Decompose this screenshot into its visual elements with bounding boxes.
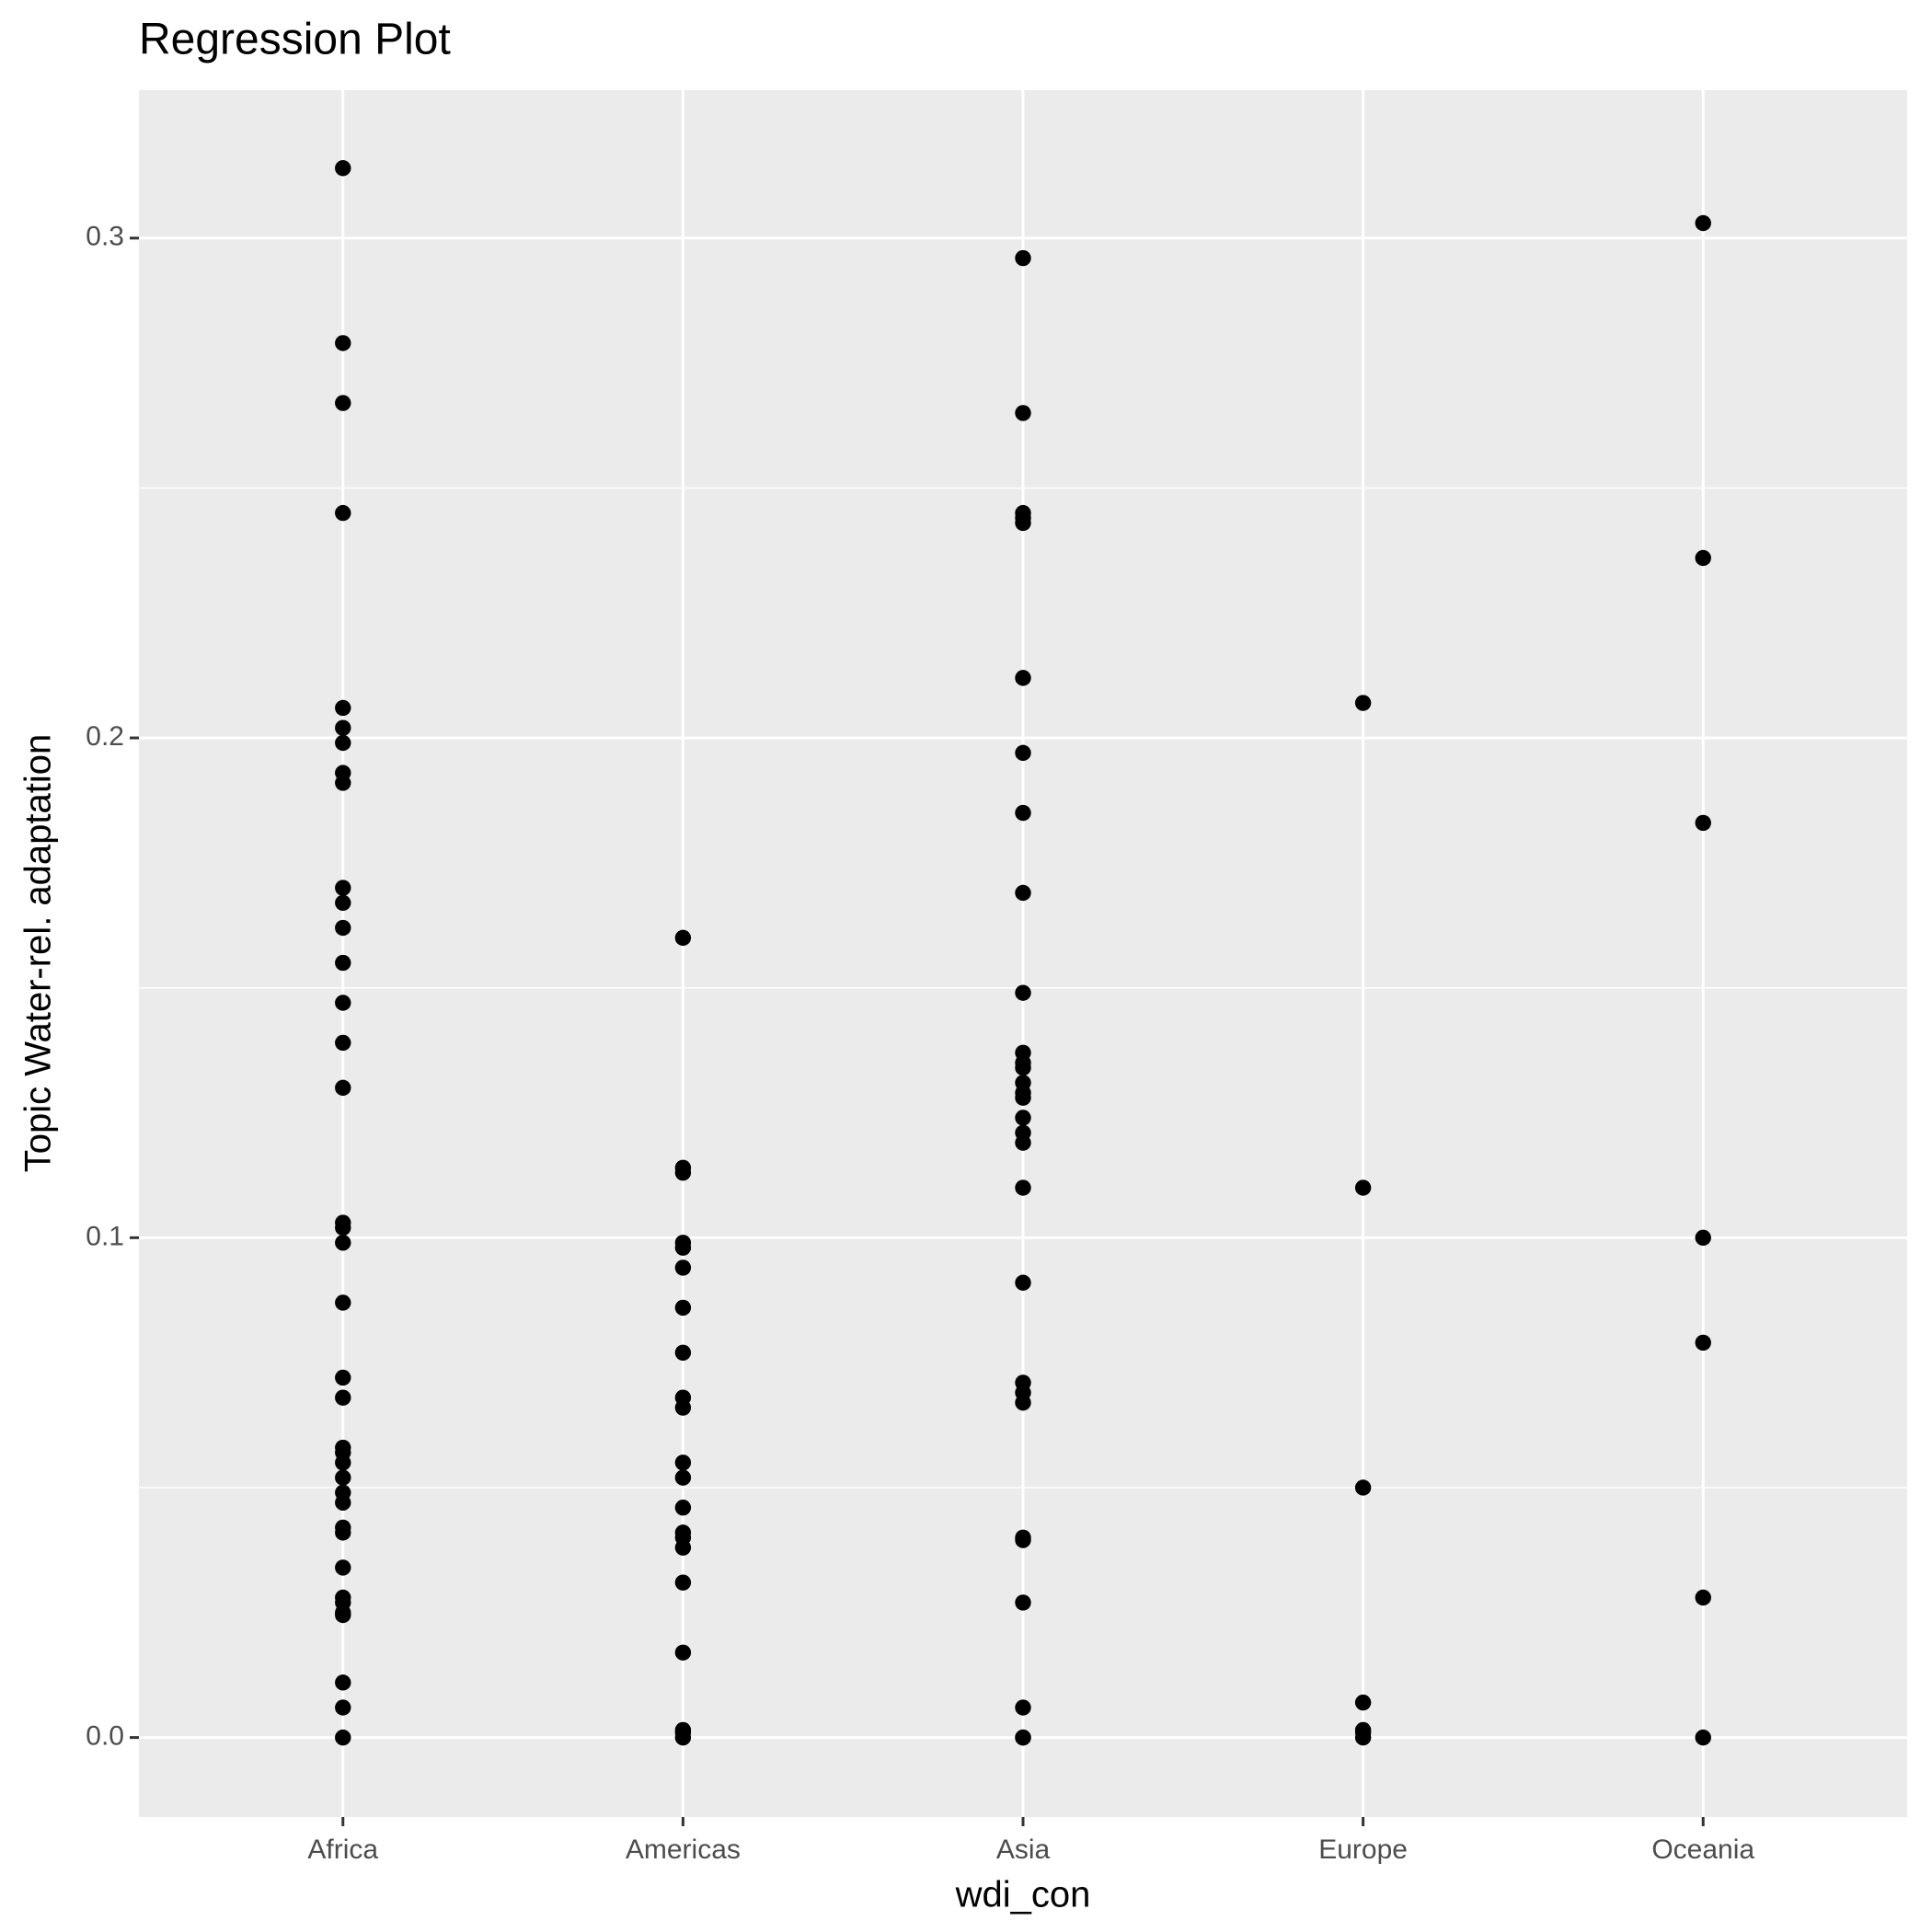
point bbox=[335, 1469, 351, 1486]
point bbox=[335, 1235, 351, 1251]
point bbox=[1015, 744, 1031, 762]
point bbox=[674, 1344, 692, 1362]
point bbox=[1695, 814, 1711, 832]
point bbox=[1015, 670, 1031, 686]
point bbox=[1695, 1229, 1711, 1247]
point bbox=[335, 954, 351, 972]
point bbox=[1354, 1179, 1372, 1196]
point bbox=[335, 1034, 351, 1052]
point bbox=[674, 1539, 692, 1556]
point bbox=[335, 995, 351, 1011]
point bbox=[674, 1259, 692, 1276]
point bbox=[1695, 1589, 1711, 1606]
point bbox=[1354, 1694, 1372, 1711]
point bbox=[674, 1729, 692, 1746]
point bbox=[1015, 1274, 1031, 1291]
point bbox=[674, 1299, 692, 1317]
point bbox=[1695, 1334, 1711, 1351]
point bbox=[674, 1455, 692, 1471]
point bbox=[1015, 1394, 1031, 1411]
point bbox=[1695, 1729, 1711, 1746]
point bbox=[335, 1369, 351, 1386]
point bbox=[335, 1494, 351, 1511]
point bbox=[1015, 249, 1031, 267]
point bbox=[674, 1469, 692, 1486]
point bbox=[335, 335, 351, 351]
point bbox=[335, 1219, 351, 1236]
point bbox=[335, 1294, 351, 1311]
point bbox=[335, 1606, 351, 1624]
point bbox=[674, 1574, 692, 1591]
point bbox=[335, 699, 351, 717]
point bbox=[335, 504, 351, 522]
point bbox=[335, 160, 351, 177]
point bbox=[1015, 514, 1031, 532]
x-tick-label: Europe bbox=[1318, 1834, 1408, 1865]
point bbox=[1695, 214, 1711, 232]
point bbox=[335, 1729, 351, 1746]
point bbox=[335, 1674, 351, 1691]
point bbox=[674, 1399, 692, 1416]
point bbox=[1354, 1479, 1372, 1496]
x-tick-label: Africa bbox=[307, 1834, 378, 1865]
point bbox=[335, 1389, 351, 1406]
point bbox=[1015, 1532, 1031, 1548]
point bbox=[335, 719, 351, 736]
point bbox=[335, 894, 351, 912]
point bbox=[335, 1559, 351, 1576]
point bbox=[674, 1644, 692, 1661]
point bbox=[335, 1699, 351, 1716]
point bbox=[674, 1500, 692, 1516]
point bbox=[335, 1079, 351, 1097]
point bbox=[335, 395, 351, 411]
point bbox=[1015, 984, 1031, 1001]
point bbox=[1015, 804, 1031, 822]
point bbox=[335, 919, 351, 937]
point bbox=[1015, 1059, 1031, 1076]
point bbox=[674, 1239, 692, 1256]
y-tick-label: 0.1 bbox=[86, 1221, 124, 1251]
x-tick-label: Americas bbox=[626, 1834, 741, 1865]
point bbox=[335, 880, 351, 896]
point bbox=[1015, 1699, 1031, 1716]
point bbox=[335, 1455, 351, 1471]
point bbox=[1015, 884, 1031, 902]
point bbox=[1015, 1729, 1031, 1746]
point bbox=[1015, 1089, 1031, 1106]
y-tick-label: 0.0 bbox=[86, 1721, 124, 1752]
x-tick-label: Asia bbox=[996, 1834, 1051, 1865]
x-tick-label: Oceania bbox=[1651, 1834, 1754, 1865]
x-axis-title: wdi_con bbox=[955, 1875, 1091, 1915]
point bbox=[335, 1524, 351, 1541]
point bbox=[1695, 549, 1711, 567]
point bbox=[335, 775, 351, 791]
point bbox=[1015, 1110, 1031, 1126]
chart-title: Regression Plot bbox=[139, 16, 451, 64]
point bbox=[674, 1165, 692, 1181]
y-tick-label: 0.3 bbox=[86, 222, 124, 252]
point bbox=[1354, 1729, 1372, 1746]
point bbox=[1354, 695, 1372, 711]
point bbox=[1015, 1179, 1031, 1196]
point bbox=[1015, 1594, 1031, 1611]
y-tick-label: 0.2 bbox=[86, 721, 124, 752]
point bbox=[674, 929, 692, 947]
point bbox=[335, 734, 351, 752]
point bbox=[1015, 1134, 1031, 1151]
y-axis-title: Topic Water-rel. adaptation bbox=[18, 734, 59, 1173]
point bbox=[1015, 405, 1031, 421]
